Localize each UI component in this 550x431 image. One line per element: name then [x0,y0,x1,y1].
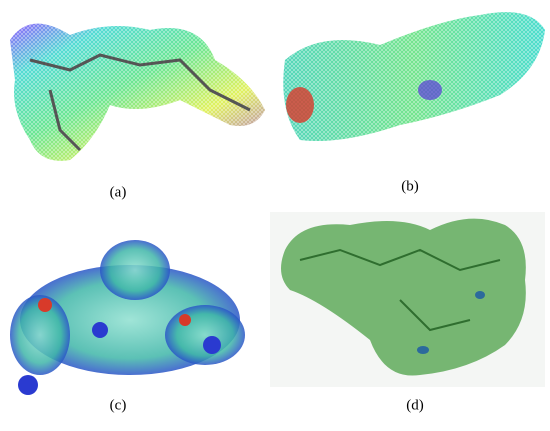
panel-caption: (d) [406,397,424,413]
panel-c-image [10,240,245,395]
panel-caption: (a) [110,184,127,200]
panel-caption: (c) [110,397,127,413]
panel-d-image [270,212,545,387]
panel-caption: (b) [401,178,419,194]
panel-b-image [283,12,545,142]
panel-a-image [10,23,265,161]
